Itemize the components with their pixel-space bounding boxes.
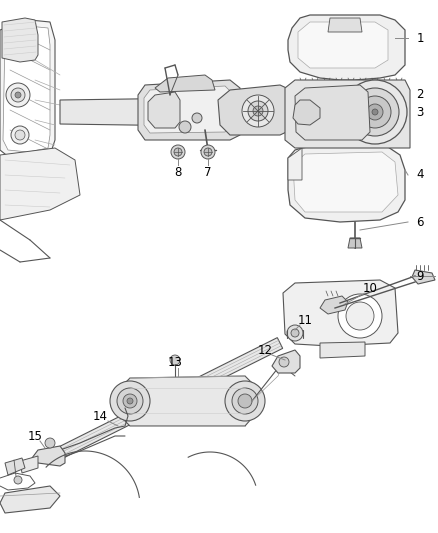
Text: 11: 11 [297, 313, 312, 327]
Polygon shape [288, 143, 405, 222]
Circle shape [351, 88, 399, 136]
Polygon shape [348, 238, 362, 248]
Circle shape [15, 130, 25, 140]
Circle shape [201, 145, 215, 159]
Circle shape [45, 438, 55, 448]
Text: 6: 6 [416, 215, 424, 229]
Circle shape [338, 294, 382, 338]
Circle shape [127, 398, 133, 404]
Circle shape [346, 302, 374, 330]
Circle shape [6, 83, 30, 107]
Circle shape [192, 113, 202, 123]
Polygon shape [293, 100, 320, 125]
Text: 9: 9 [416, 270, 424, 282]
Polygon shape [57, 337, 283, 458]
Polygon shape [20, 456, 38, 473]
Text: 4: 4 [416, 168, 424, 182]
Circle shape [279, 357, 289, 367]
Circle shape [238, 394, 252, 408]
Polygon shape [328, 18, 362, 32]
Polygon shape [288, 15, 405, 80]
Circle shape [117, 388, 143, 414]
Circle shape [359, 96, 391, 128]
Text: 14: 14 [92, 409, 107, 423]
Polygon shape [320, 342, 365, 358]
Polygon shape [148, 92, 180, 128]
Circle shape [242, 95, 274, 127]
Circle shape [15, 92, 21, 98]
Text: 2: 2 [416, 88, 424, 101]
Circle shape [123, 394, 137, 408]
Text: 3: 3 [416, 106, 424, 118]
Polygon shape [293, 152, 398, 212]
Circle shape [367, 104, 383, 120]
Polygon shape [285, 80, 410, 148]
Polygon shape [138, 80, 242, 140]
Polygon shape [412, 270, 435, 284]
Circle shape [291, 329, 299, 337]
Polygon shape [320, 296, 348, 314]
Circle shape [171, 145, 185, 159]
Text: 7: 7 [204, 166, 212, 179]
Polygon shape [0, 20, 55, 160]
Text: 13: 13 [168, 357, 183, 369]
Polygon shape [295, 85, 370, 140]
Circle shape [179, 121, 191, 133]
Circle shape [343, 80, 407, 144]
Polygon shape [3, 26, 50, 152]
Polygon shape [283, 280, 398, 346]
Text: 10: 10 [363, 281, 378, 295]
Polygon shape [2, 18, 38, 62]
Polygon shape [155, 75, 215, 92]
Polygon shape [272, 350, 300, 373]
Text: 8: 8 [174, 166, 182, 179]
Polygon shape [120, 376, 252, 426]
Circle shape [232, 388, 258, 414]
Polygon shape [60, 96, 345, 128]
Circle shape [174, 148, 182, 156]
Text: 15: 15 [28, 430, 42, 442]
Polygon shape [0, 148, 80, 220]
Circle shape [287, 325, 303, 341]
Polygon shape [288, 148, 302, 180]
Circle shape [170, 355, 180, 365]
Circle shape [11, 88, 25, 102]
Polygon shape [218, 85, 300, 135]
Polygon shape [0, 486, 60, 513]
Text: 1: 1 [416, 31, 424, 44]
Circle shape [225, 381, 265, 421]
Polygon shape [32, 446, 65, 466]
Polygon shape [5, 458, 25, 475]
Polygon shape [298, 22, 388, 68]
Polygon shape [144, 86, 232, 133]
Text: 12: 12 [258, 343, 272, 357]
Circle shape [253, 106, 263, 116]
Circle shape [285, 353, 295, 363]
Circle shape [14, 476, 22, 484]
Circle shape [110, 381, 150, 421]
Circle shape [11, 126, 29, 144]
Circle shape [248, 101, 268, 121]
Circle shape [372, 109, 378, 115]
Circle shape [204, 148, 212, 156]
